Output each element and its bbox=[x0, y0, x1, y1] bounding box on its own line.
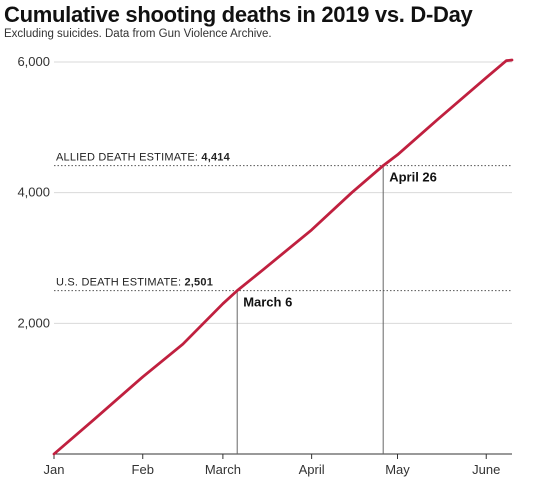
date-annotation-0: April 26 bbox=[389, 170, 437, 185]
x-tick-label-3: April bbox=[299, 462, 325, 477]
reference-label-1: U.S. DEATH ESTIMATE: 2,501 bbox=[56, 277, 213, 289]
chart-title: Cumulative shooting deaths in 2019 vs. D… bbox=[4, 2, 473, 27]
y-tick-label-2: 6,000 bbox=[17, 54, 50, 69]
reference-value-1: 2,501 bbox=[184, 277, 213, 289]
x-tick-label-5: June bbox=[472, 462, 500, 477]
y-tick-label-0: 2,000 bbox=[17, 315, 50, 330]
x-tick-label-2: March bbox=[205, 462, 241, 477]
date-annotation-1: March 6 bbox=[243, 295, 292, 310]
chart-subtitle: Excluding suicides. Data from Gun Violen… bbox=[4, 28, 272, 40]
x-tick-label-0: Jan bbox=[44, 462, 65, 477]
series-line-0 bbox=[52, 58, 514, 456]
reference-label-0: ALLIED DEATH ESTIMATE: 4,414 bbox=[56, 152, 231, 164]
x-tick-label-1: Feb bbox=[132, 462, 154, 477]
reference-value-0: 4,414 bbox=[201, 152, 230, 164]
y-tick-label-1: 4,000 bbox=[17, 185, 50, 200]
x-tick-label-4: May bbox=[385, 462, 410, 477]
